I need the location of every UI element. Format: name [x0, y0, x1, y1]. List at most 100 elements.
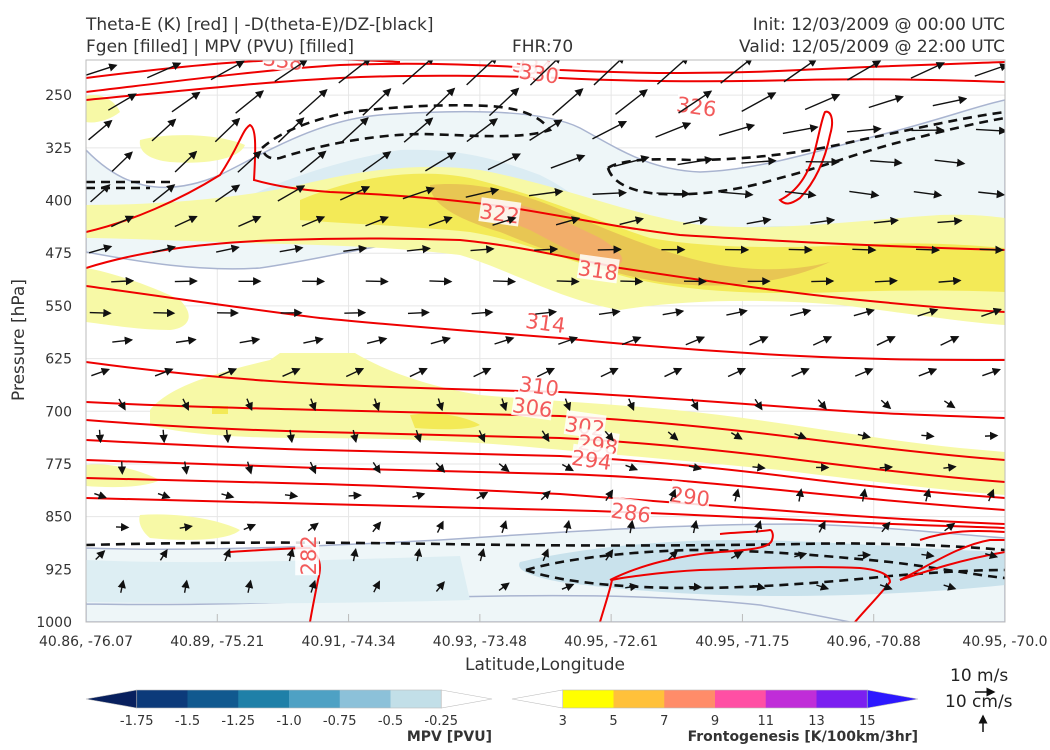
theta-e-label: 306 [511, 391, 555, 422]
wind-vector [915, 245, 941, 255]
mpv-fill-lower-mid [86, 556, 470, 604]
wind-vector [301, 215, 326, 227]
wind-vector [402, 186, 435, 200]
wind-vector [817, 520, 826, 533]
wind-vector [366, 336, 388, 345]
wind-vector [690, 398, 699, 411]
wind-vector [870, 158, 903, 167]
wind-vector [344, 308, 367, 318]
wind-vector [732, 488, 741, 502]
wind-vector [171, 91, 201, 113]
colorbar-outline [562, 689, 868, 709]
wind-vector [625, 582, 639, 592]
wind-key-horizontal-label: 10 m/s [950, 666, 1008, 686]
wind-vector [620, 277, 644, 286]
wind-vector [95, 550, 106, 560]
x-tick-label: 40.93, -73.48 [433, 634, 527, 650]
wind-vector [498, 582, 510, 592]
fgen-fill-left-3 [86, 268, 189, 330]
wind-vector [493, 277, 517, 286]
wind-vector [876, 336, 896, 346]
wind-vector [477, 430, 486, 443]
title-left-line1: Theta-E (K) [red] | -D(theta-E)/DZ-[blac… [86, 15, 434, 35]
wind-vector [216, 244, 240, 253]
wind-vector [812, 336, 833, 346]
wind-vector [791, 367, 810, 377]
wind-vector [94, 491, 107, 500]
wind-vector [152, 184, 176, 203]
wind-vector [794, 431, 807, 440]
theta-e-label: 294 [570, 443, 614, 475]
fgen-fill-mid-dark [410, 413, 480, 430]
colorbar-tick-label: 13 [808, 714, 825, 729]
colorbar-tick-label: 5 [609, 714, 617, 729]
wind-vector [668, 488, 677, 502]
wind-vector [720, 60, 754, 84]
wind-vector [541, 430, 550, 443]
wind-vector [754, 520, 763, 534]
wind-vector [473, 367, 492, 378]
title-left-line2: Fgen [filled] | MPV (PVU) [filled] [86, 37, 355, 57]
y-tick-label: 400 [45, 194, 72, 210]
colorbar-swatch [816, 690, 868, 708]
wind-vector [237, 150, 262, 173]
x-tick-label: 40.95, -70.0 [962, 634, 1047, 650]
wind-vector [428, 215, 453, 227]
colorbar-swatch [339, 690, 391, 708]
wind-vector [667, 431, 679, 441]
wind-vector [664, 367, 683, 378]
wind-vector [741, 92, 777, 112]
wind-vector [540, 490, 551, 501]
fgen-fill-left-2 [139, 135, 245, 163]
wind-vector [550, 154, 586, 169]
wind-vector [853, 307, 875, 317]
wind-vector [529, 119, 563, 141]
wind-vector [244, 579, 254, 593]
wind-vector [879, 582, 893, 591]
theta-e-label: 290 [668, 480, 712, 512]
wind-vector [409, 367, 428, 378]
colorbar-swatch [765, 690, 817, 708]
wind-vector [425, 152, 457, 172]
wind-vector [466, 118, 498, 143]
wind-vector [811, 276, 835, 286]
wind-vector [541, 548, 549, 562]
y-tick-label: 700 [45, 404, 72, 420]
colorbar-tick-label: 11 [757, 714, 774, 729]
wind-vector [425, 87, 456, 117]
wind-vector [499, 398, 508, 412]
y-axis-ticks: 250 325 400 475 550 625 700 775 850 925 1000 [36, 88, 72, 631]
y-tick-label: 1000 [36, 615, 72, 631]
wind-vector [174, 150, 198, 173]
plot-frame [85, 59, 1006, 623]
wind-vector [921, 550, 935, 560]
svg-text:294: 294 [570, 446, 613, 475]
wind-vector [107, 93, 137, 111]
wind-vector [350, 547, 359, 562]
wind-vector [215, 184, 241, 203]
wind-vector [466, 60, 499, 86]
wind-vector [403, 117, 434, 143]
wind-vector [181, 398, 189, 411]
y-tick-label: 850 [45, 510, 72, 526]
wind-vector [847, 60, 882, 81]
wind-vector [943, 582, 957, 591]
wind-vector [552, 88, 584, 116]
wind-vector [238, 215, 262, 228]
wind-vector [152, 244, 177, 254]
wind-vector [86, 63, 118, 76]
wind-vector [365, 215, 389, 227]
theta-e-label: 326 [675, 90, 719, 122]
y-tick-label: 625 [45, 352, 72, 368]
wind-vector [112, 336, 134, 345]
wind-vector [154, 367, 174, 377]
x-tick-label: 40.89, -75.21 [170, 634, 264, 650]
wind-vector [223, 429, 232, 444]
plot-area: 3383343303263223183143103063022982942902… [86, 60, 1005, 622]
valid-time: Valid: 12/05/2009 @ 22:00 UTC [739, 37, 1005, 57]
theta-e-label: 282 [295, 535, 321, 575]
wind-vector [677, 156, 714, 166]
colorbar-swatch [715, 690, 767, 708]
wind-vector [621, 336, 642, 346]
